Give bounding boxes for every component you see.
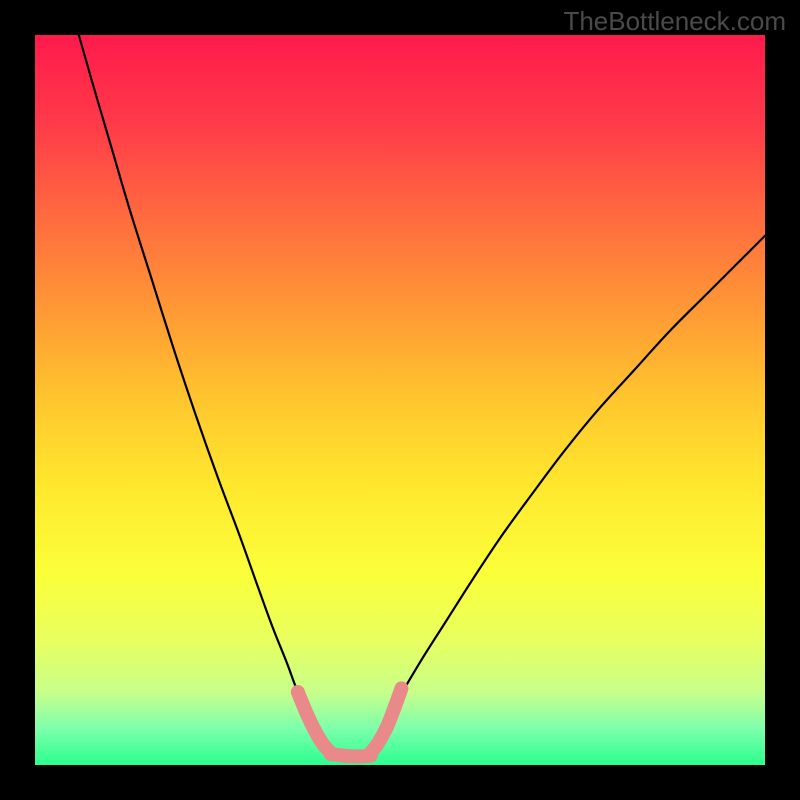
curve-right-ascent	[385, 236, 765, 718]
plot-area	[35, 35, 765, 765]
chart-svg	[35, 35, 765, 765]
canvas: TheBottleneck.com	[0, 0, 800, 800]
curve-left-descent	[79, 35, 309, 714]
bottom-segment-0	[298, 692, 331, 753]
bottom-segment-2	[371, 688, 402, 752]
watermark-text: TheBottleneck.com	[563, 6, 786, 37]
